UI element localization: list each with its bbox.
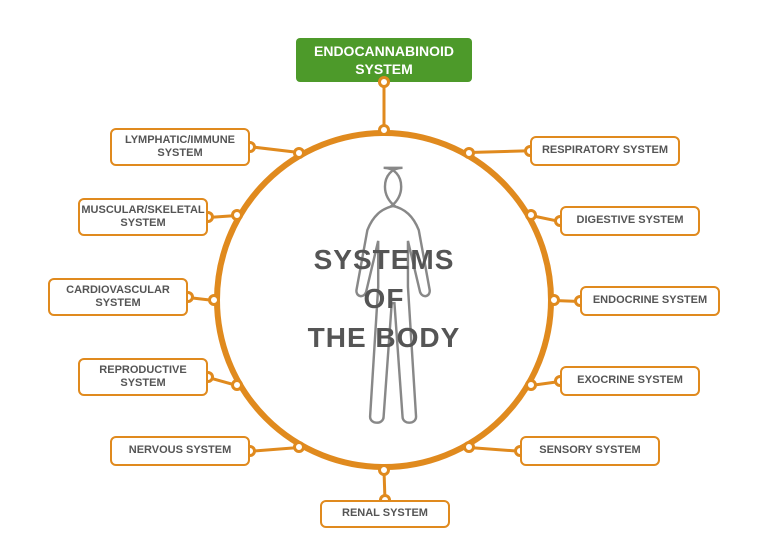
dot-inner-renal [378,464,390,476]
dot-outer-top [378,76,390,88]
connector-lymphatic [250,146,299,155]
node-digestive: DIGESTIVE SYSTEM [560,206,700,236]
node-lymphatic: LYMPHATIC/IMMUNE SYSTEM [110,128,250,166]
node-nervous: NERVOUS SYSTEM [110,436,250,466]
connector-respiratory [469,149,530,154]
connector-sensory [469,446,520,453]
node-endocrine: ENDOCRINE SYSTEM [580,286,720,316]
dot-inner-respiratory [463,147,475,159]
body-systems-diagram: SYSTEMS OF THE BODY ENDOCANNABINOID SYST… [0,0,768,557]
node-sensory: SENSORY SYSTEM [520,436,660,466]
dot-inner-cardiovascular [208,294,220,306]
dot-inner-muscular [231,209,243,221]
dot-inner-nervous [293,441,305,453]
dot-inner-reproductive [231,379,243,391]
node-respiratory: RESPIRATORY SYSTEM [530,136,680,166]
node-reproductive: REPRODUCTIVE SYSTEM [78,358,208,396]
center-title: SYSTEMS OF THE BODY [264,240,504,358]
dot-inner-sensory [463,441,475,453]
dot-inner-digestive [525,209,537,221]
connector-nervous [250,446,299,453]
node-renal: RENAL SYSTEM [320,500,450,528]
dot-inner-endocrine [548,294,560,306]
connector-top [383,82,386,130]
dot-inner-lymphatic [293,147,305,159]
node-muscular: MUSCULAR/SKELETAL SYSTEM [78,198,208,236]
node-exocrine: EXOCRINE SYSTEM [560,366,700,396]
dot-inner-exocrine [525,379,537,391]
dot-inner-top [378,124,390,136]
node-cardiovascular: CARDIOVASCULAR SYSTEM [48,278,188,316]
